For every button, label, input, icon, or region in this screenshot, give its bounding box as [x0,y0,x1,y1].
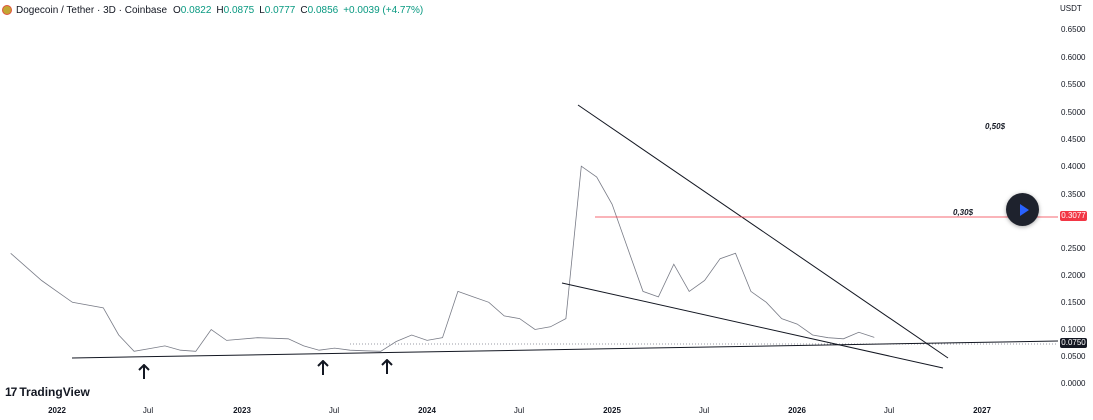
time-tick: 2022 [48,406,66,415]
ohlc-low: L0.0777 [259,4,296,16]
price-tick: 0.2500 [1061,244,1086,253]
tradingview-mark-icon: 17 [5,385,17,399]
ohlc-close: C0.0856 [300,4,339,16]
long-term-support-trendline[interactable] [71,340,1059,359]
price-series [10,165,875,352]
price-tick: 0.6000 [1061,53,1086,62]
time-tick: Jul [698,406,710,415]
currency-unit-label[interactable]: USDT [1060,4,1082,13]
tradingview-wordmark: TradingView [19,385,90,399]
price-tick: 0.6500 [1061,25,1086,34]
price-tick: 0.0500 [1061,352,1086,361]
price-tick: 0.5500 [1061,80,1086,89]
price-tick: 0.4000 [1061,162,1086,171]
replay-play-button[interactable] [1006,193,1039,226]
ohlc-high: H0.0875 [216,4,255,16]
price-tick: 0.0000 [1061,379,1086,388]
target-annotation-mid[interactable]: 0,30$ [953,208,974,217]
resistance-price-badge[interactable]: 0.3077 [1060,211,1087,221]
price-tick: 0.1000 [1061,325,1086,334]
time-tick: 2025 [603,406,621,415]
time-tick: Jul [328,406,340,415]
time-tick: 2026 [788,406,806,415]
time-tick: Jul [513,406,525,415]
tradingview-logo[interactable]: 17 TradingView [5,385,90,399]
price-tick: 0.5000 [1061,108,1086,117]
time-tick: 2023 [233,406,251,415]
symbol-header: Dogecoin / Tether · 3D · Coinbase O0.082… [2,3,423,17]
time-tick: 2027 [973,406,991,415]
dogecoin-logo-icon [2,5,12,15]
price-tick: 0.4500 [1061,135,1086,144]
price-change: +0.0039 (+4.77%) [343,4,424,16]
ohlc-open: O0.0822 [173,4,212,16]
price-tick: 0.1500 [1061,298,1086,307]
play-icon [1019,203,1029,216]
price-tick: 0.3500 [1061,190,1086,199]
current-price-badge[interactable]: 0.0750 [1060,338,1087,348]
time-tick: 2024 [418,406,436,415]
price-tick: 0.2000 [1061,271,1086,280]
time-tick: Jul [142,406,154,415]
arrow-up-icon [381,359,393,374]
arrow-up-icon [317,360,329,375]
arrow-up-icon [138,364,150,379]
symbol-title[interactable]: Dogecoin / Tether · 3D · Coinbase [16,4,168,16]
target-annotation-high[interactable]: 0,50$ [985,122,1006,131]
descending-resistance-trendline[interactable] [577,104,949,359]
descending-support-trendline[interactable] [561,282,944,369]
time-tick: Jul [883,406,895,415]
